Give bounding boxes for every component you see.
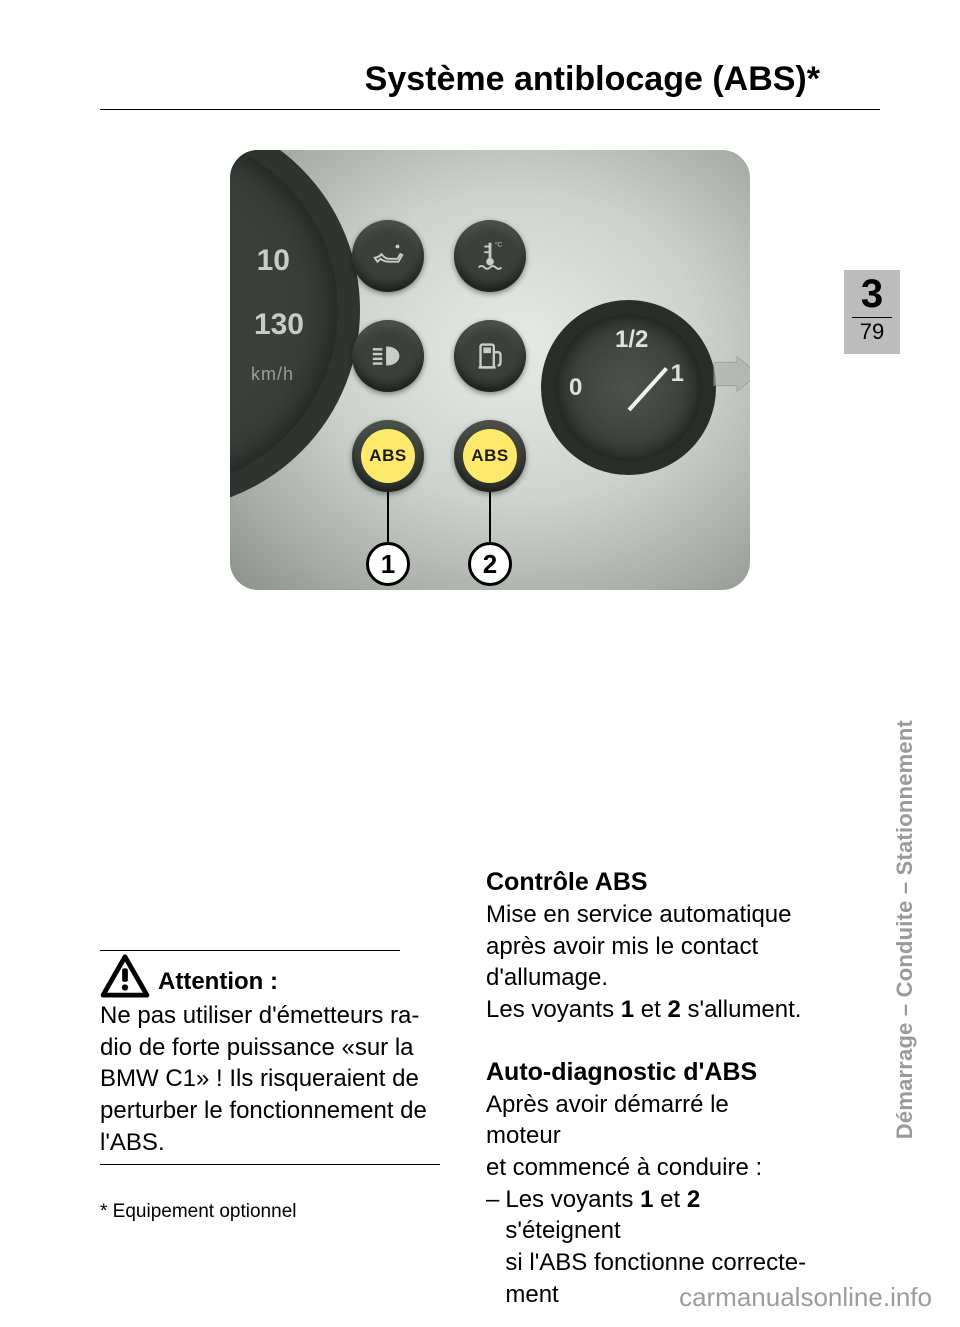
warning-text-l4: perturber le fonctionnement de: [100, 1095, 440, 1127]
fuel-pump-icon: [471, 337, 509, 375]
diag-bullet-b: et: [653, 1186, 686, 1213]
bullet-dash: –: [486, 1184, 499, 1311]
control-ref-2: 2: [667, 996, 680, 1023]
dashboard-figure: 10 130 km/h °C: [230, 150, 750, 590]
control-line4-a: Les voyants: [486, 996, 621, 1023]
callout-2: 2: [468, 542, 512, 586]
control-line4: Les voyants 1 et 2 s'allument.: [486, 994, 810, 1026]
speedometer: 10 130 km/h: [230, 150, 360, 510]
abs-1-label: ABS: [361, 429, 415, 483]
chapter-tab: 3 79: [844, 270, 900, 354]
warning-rule-top: [100, 950, 400, 951]
indicator-abs-1: ABS: [352, 420, 424, 492]
indicator-coolant-temp: °C: [454, 220, 526, 292]
control-line2: après avoir mis le contact: [486, 931, 810, 963]
fuel-tick-0: 0: [569, 374, 582, 402]
page-number: 79: [844, 319, 900, 345]
indicator-oil: [352, 220, 424, 292]
indicator-abs-2: ABS: [454, 420, 526, 492]
diag-line2: et commencé à conduire :: [486, 1152, 810, 1184]
high-beam-icon: [369, 337, 407, 375]
control-line4-c: s'allument.: [681, 996, 802, 1023]
warning-rule-bottom: [100, 1164, 440, 1165]
section-side-label: Démarrage – Conduite – Stationnement: [892, 720, 918, 1139]
warning-text-l3: BMW C1» ! Ils risqueraient de: [100, 1063, 440, 1095]
fuel-needle: [628, 367, 668, 411]
chapter-divider: [852, 317, 892, 318]
speedo-unit: km/h: [251, 364, 294, 385]
page-title: Système antiblocage (ABS)*: [100, 60, 880, 99]
callout-1: 1: [366, 542, 410, 586]
svg-text:°C: °C: [495, 241, 503, 249]
speedo-tick-10: 10: [257, 244, 290, 278]
leader-line-1: [387, 492, 389, 544]
diag-bullet-c: s'éteignent: [505, 1217, 620, 1244]
leader-line-2: [489, 492, 491, 544]
warning-text-l5: l'ABS.: [100, 1127, 440, 1159]
watermark: carmanualsonline.info: [679, 1282, 932, 1313]
control-abs-heading: Contrôle ABS: [486, 866, 810, 899]
chapter-number: 3: [844, 274, 900, 314]
diag-bullet-a: Les voyants: [505, 1186, 640, 1213]
diag-line1: Après avoir démarré le moteur: [486, 1089, 810, 1152]
turn-signal-right-icon: [708, 354, 750, 394]
control-line3: d'allumage.: [486, 962, 810, 994]
left-column: Attention : Ne pas utiliser d'émetteurs …: [100, 862, 440, 1310]
warning-text-l1: Ne pas utiliser d'émetteurs ra-: [100, 1000, 440, 1032]
diag-ref-2: 2: [687, 1186, 700, 1213]
warning-block: Attention : Ne pas utiliser d'émetteurs …: [100, 950, 440, 1165]
footnote: * Equipement optionnel: [100, 1199, 440, 1224]
control-line4-b: et: [634, 996, 667, 1023]
warning-title: Attention :: [158, 966, 278, 998]
control-line1: Mise en service automatique: [486, 899, 810, 931]
temp-icon: °C: [471, 237, 509, 275]
speedo-tick-130: 130: [254, 308, 304, 342]
warning-text-l2: dio de forte puissance «sur la: [100, 1032, 440, 1064]
diag-bullet-l2: si l'ABS fonctionne correcte-: [505, 1247, 810, 1279]
title-divider: [100, 109, 880, 110]
right-column: Contrôle ABS Mise en service automatique…: [486, 862, 810, 1310]
indicator-fuel: [454, 320, 526, 392]
diag-bullet-l1: Les voyants 1 et 2 s'éteignent: [505, 1184, 810, 1247]
abs-2-label: ABS: [463, 429, 517, 483]
fuel-tick-half: 1/2: [615, 326, 648, 354]
fuel-gauge: 0 1/2 1: [541, 300, 716, 475]
control-ref-1: 1: [621, 996, 634, 1023]
diag-ref-1: 1: [640, 1186, 653, 1213]
diag-heading: Auto-diagnostic d'ABS: [486, 1056, 810, 1089]
fuel-tick-full: 1: [671, 360, 684, 388]
indicator-high-beam: [352, 320, 424, 392]
oil-icon: [369, 237, 407, 275]
warning-icon: [100, 954, 150, 998]
